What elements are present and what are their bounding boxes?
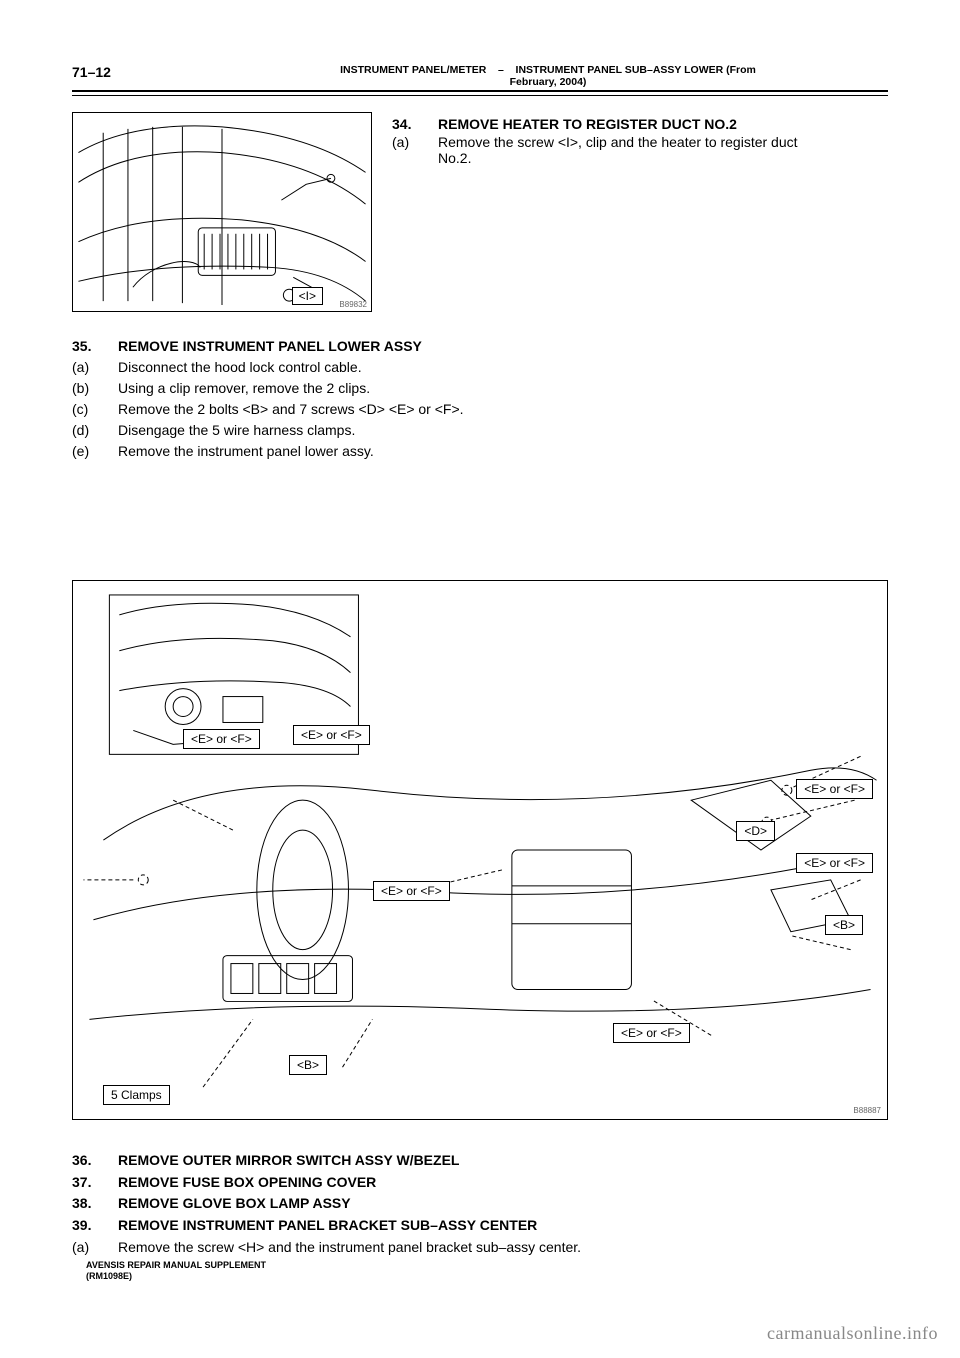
callout-b-bottom: <B> bbox=[289, 1055, 327, 1075]
callout-d: <D> bbox=[736, 821, 775, 841]
header-rule-top bbox=[72, 90, 888, 92]
step-39a: (a) Remove the screw <H> and the instrum… bbox=[72, 1237, 888, 1259]
step-34-num: 34. bbox=[392, 116, 438, 132]
header-left: INSTRUMENT PANEL/METER bbox=[340, 64, 486, 76]
page: 71–12 INSTRUMENT PANEL/METER – INSTRUMEN… bbox=[0, 0, 960, 1358]
step-39-num: 39. bbox=[72, 1215, 118, 1237]
figure-small-svg bbox=[73, 113, 371, 311]
step-35-heading: 35. REMOVE INSTRUMENT PANEL LOWER ASSY bbox=[72, 336, 888, 357]
step-35a-letter: (a) bbox=[72, 357, 118, 378]
callout-ef-mid: <E> or <F> bbox=[373, 881, 450, 901]
bottom-steps: 36. REMOVE OUTER MIRROR SWITCH ASSY W/BE… bbox=[72, 1150, 888, 1282]
step-35c: (c) Remove the 2 bolts <B> and 7 screws … bbox=[72, 399, 888, 420]
manual-note-l1: AVENSIS REPAIR MANUAL SUPPLEMENT bbox=[86, 1260, 266, 1270]
step-34a: (a)Remove the screw <I>, clip and the he… bbox=[392, 134, 888, 150]
figure-large-svg bbox=[73, 581, 887, 1119]
step-35a-text: Disconnect the hood lock control cable. bbox=[118, 357, 362, 378]
step-37: 37. REMOVE FUSE BOX OPENING COVER bbox=[72, 1172, 888, 1194]
figure-large-code: B88887 bbox=[853, 1106, 881, 1115]
figure-large: <E> or <F> <E> or <F> <E> or <F> <D> <E>… bbox=[72, 580, 888, 1120]
page-number: 71–12 bbox=[72, 64, 111, 80]
callout-b-right: <B> bbox=[825, 915, 863, 935]
step-35b-letter: (b) bbox=[72, 378, 118, 399]
step-35-block: 35. REMOVE INSTRUMENT PANEL LOWER ASSY (… bbox=[72, 336, 888, 462]
step-39a-text: Remove the screw <H> and the instrument … bbox=[118, 1237, 581, 1259]
step-37-num: 37. bbox=[72, 1172, 118, 1194]
step-35d-text: Disengage the 5 wire harness clamps. bbox=[118, 420, 355, 441]
step-35e: (e) Remove the instrument panel lower as… bbox=[72, 441, 888, 462]
step-35c-letter: (c) bbox=[72, 399, 118, 420]
step-38: 38. REMOVE GLOVE BOX LAMP ASSY bbox=[72, 1193, 888, 1215]
step-34-title: REMOVE HEATER TO REGISTER DUCT NO.2 bbox=[438, 116, 737, 132]
step-35b-text: Using a clip remover, remove the 2 clips… bbox=[118, 378, 370, 399]
step-35e-letter: (e) bbox=[72, 441, 118, 462]
step-38-title: REMOVE GLOVE BOX LAMP ASSY bbox=[118, 1193, 351, 1215]
step-35c-text: Remove the 2 bolts <B> and 7 screws <D> … bbox=[118, 399, 464, 420]
manual-note: AVENSIS REPAIR MANUAL SUPPLEMENT (RM1098… bbox=[86, 1260, 888, 1282]
step-34-block: 34.REMOVE HEATER TO REGISTER DUCT NO.2 (… bbox=[392, 116, 888, 166]
step-37-title: REMOVE FUSE BOX OPENING COVER bbox=[118, 1172, 376, 1194]
step-35a: (a) Disconnect the hood lock control cab… bbox=[72, 357, 888, 378]
callout-ef-right-mid: <E> or <F> bbox=[796, 853, 873, 873]
figure-small: <I> B89832 bbox=[72, 112, 372, 312]
callout-ef-top1: <E> or <F> bbox=[183, 729, 260, 749]
callout-ef-bottom-right: <E> or <F> bbox=[613, 1023, 690, 1043]
step-34a-text1: Remove the screw <I>, clip and the heate… bbox=[438, 134, 798, 150]
header-right2: February, 2004) bbox=[510, 76, 587, 88]
step-36-num: 36. bbox=[72, 1150, 118, 1172]
step-35b: (b) Using a clip remover, remove the 2 c… bbox=[72, 378, 888, 399]
watermark: carmanualsonline.info bbox=[767, 1323, 938, 1344]
step-35d-letter: (d) bbox=[72, 420, 118, 441]
header-rule-bottom bbox=[72, 95, 888, 96]
step-39-title: REMOVE INSTRUMENT PANEL BRACKET SUB–ASSY… bbox=[118, 1215, 537, 1237]
step-35e-text: Remove the instrument panel lower assy. bbox=[118, 441, 374, 462]
step-35d: (d) Disengage the 5 wire harness clamps. bbox=[72, 420, 888, 441]
header-right: INSTRUMENT PANEL SUB–ASSY LOWER (From bbox=[516, 64, 756, 76]
manual-note-l2: (RM1098E) bbox=[86, 1271, 132, 1281]
callout-ef-top2: <E> or <F> bbox=[293, 725, 370, 745]
step-34a-letter: (a) bbox=[392, 134, 438, 150]
step-34a-text2: No.2. bbox=[438, 150, 888, 166]
callout-ef-right-top: <E> or <F> bbox=[796, 779, 873, 799]
step-39a-letter: (a) bbox=[72, 1237, 118, 1259]
header-sep: – bbox=[498, 64, 504, 76]
callout-clamps: 5 Clamps bbox=[103, 1085, 170, 1105]
step-36-title: REMOVE OUTER MIRROR SWITCH ASSY W/BEZEL bbox=[118, 1150, 459, 1172]
step-39: 39. REMOVE INSTRUMENT PANEL BRACKET SUB–… bbox=[72, 1215, 888, 1237]
running-header: INSTRUMENT PANEL/METER – INSTRUMENT PANE… bbox=[208, 64, 888, 88]
step-34-heading: 34.REMOVE HEATER TO REGISTER DUCT NO.2 bbox=[392, 116, 888, 132]
step-35-num: 35. bbox=[72, 336, 118, 357]
step-36: 36. REMOVE OUTER MIRROR SWITCH ASSY W/BE… bbox=[72, 1150, 888, 1172]
figure-small-code: B89832 bbox=[339, 300, 367, 309]
step-35-title: REMOVE INSTRUMENT PANEL LOWER ASSY bbox=[118, 336, 422, 357]
callout-label-I: <I> bbox=[292, 287, 323, 305]
step-38-num: 38. bbox=[72, 1193, 118, 1215]
